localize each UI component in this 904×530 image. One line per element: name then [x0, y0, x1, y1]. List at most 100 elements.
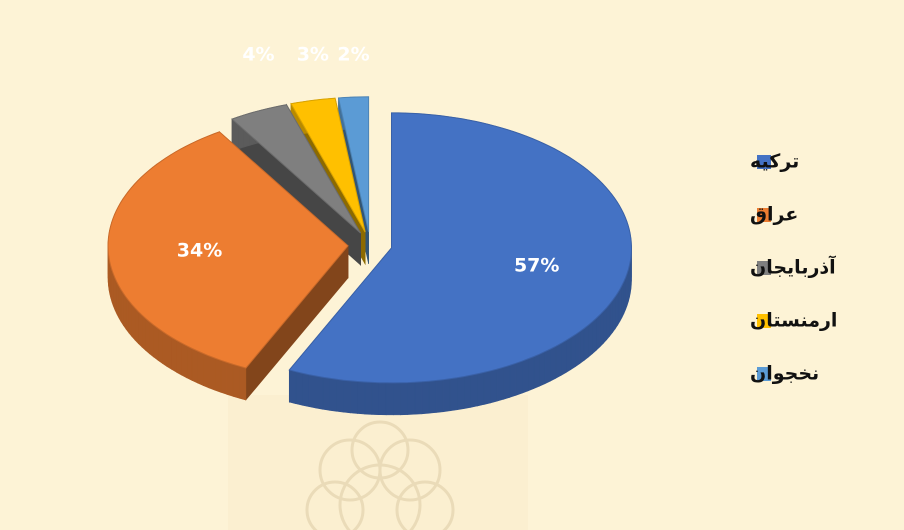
slice-side	[141, 314, 146, 352]
slice-side	[322, 376, 330, 411]
slice-side	[609, 299, 613, 337]
slice-side	[145, 317, 150, 355]
slice-side	[308, 374, 317, 409]
pie-slice	[290, 97, 366, 233]
slice-side	[606, 303, 611, 341]
slice-side	[603, 306, 607, 345]
slice-side	[171, 336, 177, 373]
legend-label: نخجوان	[750, 363, 819, 385]
slice-side	[343, 379, 351, 414]
slice-side	[329, 377, 337, 412]
slice-side	[128, 299, 133, 338]
slice-side	[449, 377, 458, 412]
slice-side	[575, 330, 581, 368]
legend-swatch	[757, 208, 771, 222]
slice-side	[435, 379, 444, 413]
slice-side	[503, 364, 511, 400]
slice-side	[428, 380, 437, 414]
slice-side	[208, 355, 216, 391]
slice-side	[477, 372, 485, 407]
slice-side	[191, 348, 198, 384]
slice-side	[118, 284, 122, 323]
slice-side	[123, 292, 127, 331]
slice-side	[295, 371, 303, 406]
slice-side	[134, 307, 139, 345]
value-label: 4%	[242, 44, 274, 66]
slice-side	[599, 310, 604, 348]
value-label: 3%	[297, 44, 329, 66]
pie-tops	[107, 96, 633, 384]
slice-side	[533, 353, 540, 390]
slice-side	[421, 380, 430, 415]
slice-side	[116, 281, 120, 318]
legend-swatch	[757, 314, 771, 328]
legend-label: آذربایجان	[750, 255, 836, 279]
slice-side	[336, 378, 344, 413]
legend-swatch	[757, 155, 771, 169]
slice-side	[357, 381, 366, 415]
slice-side	[588, 321, 593, 358]
slice-side	[483, 370, 491, 405]
pie-slice	[288, 112, 633, 384]
slice-side	[612, 295, 616, 334]
slice-side	[371, 382, 380, 416]
slice-side	[120, 288, 124, 327]
slice-side	[220, 359, 228, 395]
legend-swatch	[757, 261, 771, 275]
slice-side	[202, 353, 210, 389]
slice-side	[619, 284, 623, 322]
slice-side	[496, 366, 504, 402]
slice-side	[596, 314, 601, 351]
slice-side	[509, 362, 517, 398]
pie-slice	[107, 131, 349, 369]
slice-side	[239, 365, 247, 401]
slice-side	[544, 348, 551, 385]
slice-side	[186, 345, 193, 381]
slice-side	[176, 339, 182, 376]
slice-side	[149, 321, 154, 358]
legend-label: ارمنستان	[750, 310, 837, 332]
slice-side	[579, 327, 585, 365]
value-label: 2%	[337, 44, 369, 66]
slice-side	[315, 375, 324, 410]
slice-side	[560, 340, 567, 377]
slice-side	[414, 381, 423, 415]
slice-side	[617, 287, 621, 326]
slice-side	[232, 363, 240, 399]
slice-side	[555, 342, 562, 379]
slice-side	[125, 296, 130, 334]
slice-side	[214, 357, 222, 393]
legend: ترکیه عراق آذربایجان ارمنستان نخجوان	[750, 151, 837, 385]
pie-slice	[337, 96, 370, 232]
labels: 57% 34% 4% 3% 2%	[177, 44, 560, 277]
slice-side	[162, 330, 168, 367]
legend-label: ترکیه	[750, 151, 799, 173]
legend-label: عراق	[750, 204, 798, 226]
slice-side	[521, 358, 529, 394]
slice-side	[539, 351, 546, 387]
slice-side	[350, 380, 358, 414]
slice-side	[463, 374, 471, 409]
slice-side	[364, 381, 373, 415]
slice-side	[138, 310, 143, 348]
slice-side	[565, 337, 572, 374]
slice-side	[407, 381, 416, 415]
slice-side	[592, 317, 597, 355]
slice-side	[157, 327, 163, 364]
slice-side	[166, 333, 172, 370]
slice-side	[288, 369, 297, 405]
watermark	[228, 395, 528, 530]
slice-side	[490, 368, 498, 404]
value-label: 34%	[177, 240, 222, 262]
slice-side	[131, 303, 136, 341]
slice-side	[197, 350, 204, 386]
slice-side	[393, 382, 401, 416]
pie-slice	[231, 104, 362, 234]
slice-side	[378, 382, 387, 416]
slice-side	[515, 360, 523, 396]
slice-side	[470, 373, 478, 408]
slice-side	[527, 356, 535, 392]
slice-side	[400, 382, 408, 416]
slice-side	[302, 372, 310, 408]
